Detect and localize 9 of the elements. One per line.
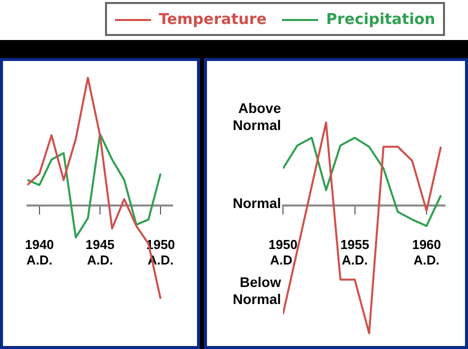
text: Normal [232,195,281,212]
x-tick-label: 1960 A.D. [412,236,441,268]
x-tick-label: 1955 A.D. [340,236,370,268]
x-tick-label: 1945 A.D. [86,236,114,268]
text: Below Normal [232,274,281,308]
x-tick-label: 1940 A.D. [24,236,54,268]
text: Above Normal [232,100,281,134]
legend-label: Precipitation [326,10,436,28]
legend-label: Temperature [158,10,267,28]
